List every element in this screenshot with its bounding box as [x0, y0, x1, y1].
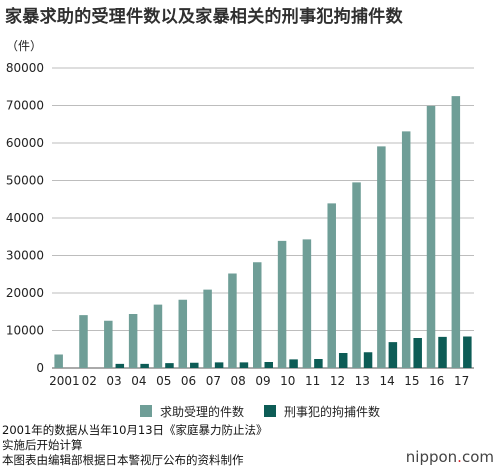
- legend-item-requests: 求助受理的件数: [140, 403, 244, 420]
- gridlines: [52, 67, 474, 369]
- bar-arrests: [463, 336, 472, 368]
- bar-requests: [352, 182, 361, 368]
- x-tick-label: 02: [82, 374, 97, 388]
- bar-arrests: [338, 353, 348, 368]
- bars: [54, 96, 472, 368]
- bar-arrests: [314, 359, 323, 368]
- bar-requests: [128, 314, 138, 368]
- bar-arrests: [165, 363, 174, 368]
- brand-logo: nippon.com: [406, 448, 494, 466]
- x-tick-label: 11: [305, 374, 320, 388]
- note-line: 本图表由编辑部根据日本警视厅公布的资料制作: [2, 453, 244, 467]
- y-tick-label: 40000: [6, 211, 44, 225]
- x-tick-label: 04: [131, 374, 146, 388]
- legend-swatch-requests: [140, 405, 152, 417]
- bar-requests: [302, 239, 312, 368]
- legend-label-requests: 求助受理的件数: [160, 404, 245, 419]
- bar-arrests: [264, 362, 273, 368]
- bar-requests: [253, 262, 262, 368]
- x-tick-label: 12: [330, 374, 345, 388]
- bar-arrests: [388, 342, 398, 368]
- bar-requests: [228, 273, 237, 368]
- bar-requests: [277, 240, 287, 368]
- y-tick-label: 70000: [6, 99, 44, 113]
- y-tick-label: 60000: [6, 136, 44, 150]
- bar-arrests: [438, 336, 447, 368]
- y-tick-label: 50000: [6, 174, 44, 188]
- y-tick-label: 10000: [6, 324, 44, 338]
- bar-requests: [79, 315, 88, 368]
- bar-arrests: [413, 338, 422, 368]
- y-tick-label: 20000: [6, 286, 44, 300]
- chart-title: 家暴求助的受理件数以及家暴相关的刑事犯拘捕件数: [5, 7, 403, 27]
- brand-dot: .: [457, 448, 462, 466]
- bar-arrests: [115, 363, 125, 368]
- x-tick-label: 17: [454, 374, 469, 388]
- bar-arrests: [140, 363, 149, 368]
- bar-requests: [203, 289, 212, 368]
- x-tick-labels: 2001 02 03 04 05 06 07 08 09 10 11 12 13 14 15 16 17: [49, 374, 469, 388]
- source-notes: 2001年的数据从当年10月13日《家庭暴力防止法》 实施后开始计算 本图表由编…: [2, 423, 268, 468]
- legend: 求助受理的件数 刑事犯的拘捕件数: [140, 402, 400, 420]
- x-tick-label: 2001: [49, 374, 80, 388]
- bar-requests: [327, 203, 336, 368]
- y-axis-unit-label: （件）: [6, 39, 42, 53]
- bar-arrests: [363, 352, 373, 368]
- bar-chart: （件） 0 10000 20000 30000 40000 50000 60000 70000…: [6, 39, 474, 388]
- bar-requests: [401, 131, 411, 368]
- brand-suffix: com: [461, 448, 494, 466]
- bar-arrests: [239, 362, 249, 368]
- y-tick-label: 80000: [6, 61, 44, 75]
- y-tick-label: 0: [36, 361, 44, 375]
- x-tick-label: 15: [404, 374, 419, 388]
- legend-swatch-arrests: [264, 405, 277, 417]
- x-tick-label: 07: [206, 374, 221, 388]
- legend-label-arrests: 刑事犯的拘捕件数: [284, 404, 381, 419]
- bar-arrests: [289, 359, 298, 368]
- x-tick-label: 10: [280, 374, 295, 388]
- legend-item-arrests: 刑事犯的拘捕件数: [264, 403, 380, 420]
- bar-arrests: [214, 362, 224, 368]
- bar-requests: [377, 146, 386, 368]
- brand-prefix: nippon: [405, 448, 458, 466]
- x-tick-label: 13: [355, 374, 370, 388]
- bar-arrests: [190, 362, 199, 368]
- x-tick-label: 06: [181, 374, 196, 388]
- x-tick-label: 09: [255, 374, 270, 388]
- y-tick-label: 30000: [6, 249, 44, 263]
- y-tick-labels: 0 10000 20000 30000 40000 50000 60000 70000 8000…: [6, 61, 44, 375]
- bar-requests: [451, 96, 461, 368]
- note-line: 2001年的数据从当年10月13日《家庭暴力防止法》: [2, 423, 268, 437]
- x-tick-label: 16: [429, 374, 444, 388]
- x-tick-label: 14: [379, 374, 394, 388]
- bar-requests: [178, 299, 188, 368]
- x-tick-label: 08: [231, 374, 246, 388]
- note-line: 实施后开始计算: [2, 438, 83, 452]
- bar-requests: [104, 320, 113, 368]
- bar-requests: [426, 105, 436, 368]
- x-tick-label: 05: [156, 374, 171, 388]
- bar-requests: [54, 354, 63, 368]
- bar-requests: [153, 304, 163, 368]
- x-tick-label: 03: [106, 374, 121, 388]
